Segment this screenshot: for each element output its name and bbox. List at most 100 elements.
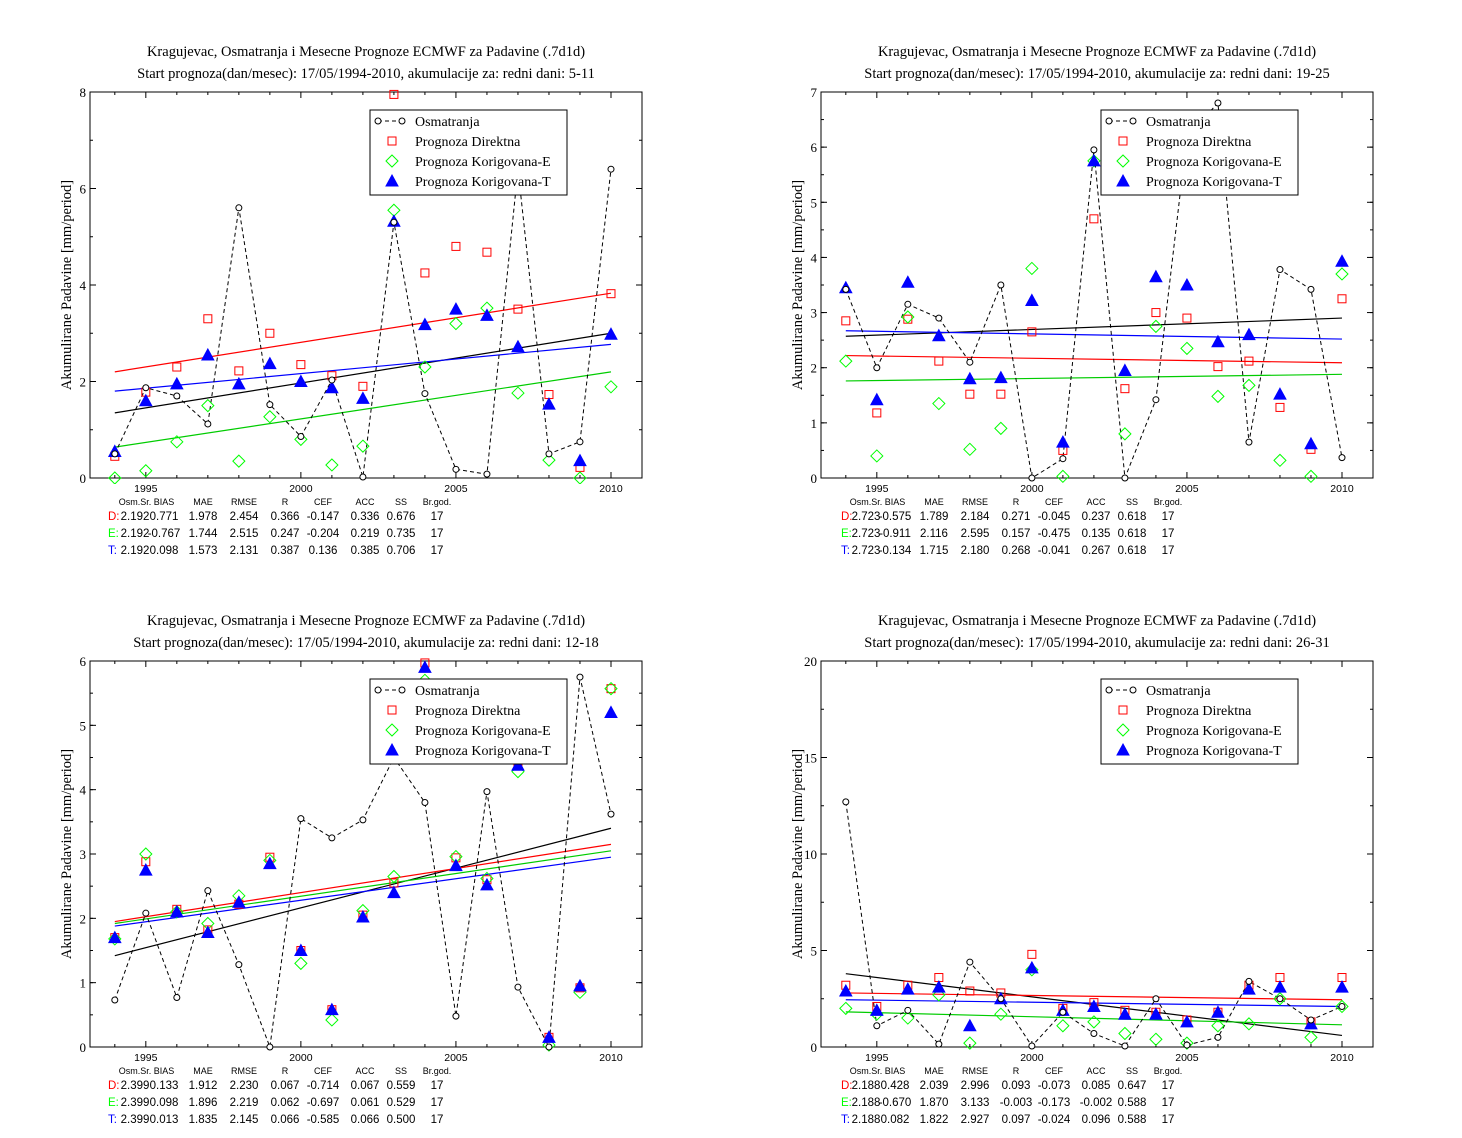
chart-svg: Kragujevac, Osmatranja i Mesecne Prognoz…	[59, 44, 643, 495]
y-tick-label: 4	[811, 250, 818, 265]
y-tick-label: 3	[811, 306, 818, 321]
stats-cell: -0.767	[147, 528, 181, 540]
point-direktna	[234, 366, 244, 376]
point-korigovana-e	[1180, 1036, 1194, 1050]
chart-svg: Kragujevac, Osmatranja i Mesecne Prognoz…	[790, 613, 1374, 1064]
x-tick-label: 2000	[289, 483, 313, 495]
chart-subtitle: Start prognoza(dan/mesec): 17/05/1994-20…	[137, 66, 595, 82]
trendline-korigovana-e	[114, 371, 612, 448]
point-korigovana-e	[1118, 1026, 1132, 1041]
legend-label: Osmatranja	[415, 684, 480, 699]
point-osmatranja	[297, 815, 305, 823]
point-korigovana-t	[932, 980, 946, 993]
legend-label: Prognoza Korigovana-T	[415, 175, 551, 190]
stats-cell: 0.618	[1117, 528, 1147, 540]
point-direktna	[1151, 308, 1161, 318]
point-osmatranja	[483, 788, 491, 796]
stats-cell: 1.744	[188, 528, 218, 540]
point-korigovana-e	[108, 471, 122, 484]
stats-cell: 17	[1161, 528, 1175, 540]
stats-row-label: E:	[108, 528, 119, 540]
point-korigovana-e	[170, 435, 184, 449]
point-osmatranja	[1245, 438, 1253, 446]
stats-cell: 17	[1161, 1080, 1175, 1092]
point-osmatranja	[235, 961, 243, 969]
point-korigovana-t	[138, 393, 153, 407]
stats-cell: 17	[1161, 1097, 1175, 1109]
point-korigovana-t	[511, 758, 525, 771]
legend-label: Prognoza Korigovana-E	[415, 155, 551, 170]
point-korigovana-e	[449, 316, 463, 331]
point-osmatranja	[266, 1043, 274, 1051]
point-direktna	[203, 314, 213, 324]
stats-cell: 0.067	[270, 1080, 300, 1092]
stats-header-cell: Br.god.	[1153, 1066, 1183, 1076]
point-korigovana-e	[932, 396, 946, 411]
stats-cell: -0.204	[306, 528, 340, 540]
point-korigovana-t	[869, 1003, 884, 1016]
point-korigovana-t	[932, 328, 946, 342]
stats-cell: 17	[1161, 511, 1175, 523]
stats-row-label: T:	[841, 545, 850, 557]
y-tick-label: 6	[80, 654, 87, 669]
point-korigovana-t	[1180, 277, 1194, 291]
point-korigovana-t	[604, 705, 618, 718]
trendline-direktna	[845, 354, 1342, 364]
point-korigovana-e	[1118, 427, 1132, 441]
stats-cell: 17	[430, 528, 444, 540]
point-korigovana-t	[1304, 436, 1318, 450]
stats-cell: 2.723	[851, 528, 881, 540]
point-korigovana-t	[1335, 980, 1349, 993]
x-tick-label: 2000	[289, 1052, 313, 1064]
x-tick-label: 2010	[1330, 1052, 1354, 1064]
stats-cell: 1.912	[188, 1080, 218, 1092]
point-korigovana-t	[263, 856, 277, 870]
trendline-korigovana-t	[845, 330, 1342, 340]
point-korigovana-e	[1025, 963, 1039, 977]
chart-title: Kragujevac, Osmatranja i Mesecne Prognoz…	[147, 613, 585, 629]
point-korigovana-e	[1087, 154, 1101, 168]
y-tick-label: 6	[80, 182, 87, 197]
stats-header-cell: MAE	[193, 1066, 213, 1076]
stats-header-cell: R	[281, 1066, 289, 1076]
legend-label: Osmatranja	[1146, 684, 1211, 699]
point-direktna	[965, 986, 975, 996]
trendline-direktna	[114, 843, 612, 923]
point-osmatranja	[359, 816, 367, 824]
point-korigovana-t	[1273, 980, 1287, 993]
legend-marker	[1105, 686, 1113, 694]
point-osmatranja	[1059, 455, 1067, 463]
point-osmatranja	[997, 995, 1005, 1003]
stats-cell: 0.588	[1117, 1114, 1147, 1126]
stats-cell: 0.061	[350, 1097, 380, 1109]
stats-header-cell: CEF	[1045, 1066, 1063, 1076]
point-korigovana-e	[294, 956, 308, 971]
plot-area	[838, 99, 1349, 484]
stats-cell: 0.428	[880, 1080, 910, 1092]
stats-header-cell: MAE	[924, 1066, 944, 1076]
stats-cell: 0.500	[386, 1114, 416, 1126]
stats-cell: 0.097	[1001, 1114, 1031, 1126]
point-korigovana-t	[107, 930, 122, 944]
stats-cell: 1.822	[919, 1114, 949, 1126]
point-direktna	[934, 356, 944, 366]
legend-marker	[398, 117, 406, 125]
chart-title: Kragujevac, Osmatranja i Mesecne Prognoz…	[878, 613, 1316, 629]
point-osmatranja	[390, 218, 398, 226]
stats-cell: 0.559	[386, 1080, 416, 1092]
x-tick-label: 2010	[599, 1052, 623, 1064]
stats-row-label: E:	[841, 528, 852, 540]
point-osmatranja	[1307, 1016, 1315, 1024]
point-korigovana-t	[869, 392, 884, 406]
stats-cell: -0.670	[878, 1097, 912, 1109]
point-osmatranja	[1121, 474, 1129, 482]
legend-marker	[385, 723, 399, 737]
point-korigovana-t	[1118, 1007, 1132, 1020]
stats-header-cell: MAE	[924, 497, 944, 507]
y-tick-label: 4	[80, 278, 87, 293]
y-tick-label: 20	[804, 654, 817, 669]
point-direktna	[606, 289, 616, 299]
stats-header-cell: SS	[1125, 1066, 1139, 1076]
chart-panel-days-12-18: Kragujevac, Osmatranja i Mesecne Prognoz…	[0, 569, 731, 1138]
stats-cell: 0.066	[350, 1114, 380, 1126]
